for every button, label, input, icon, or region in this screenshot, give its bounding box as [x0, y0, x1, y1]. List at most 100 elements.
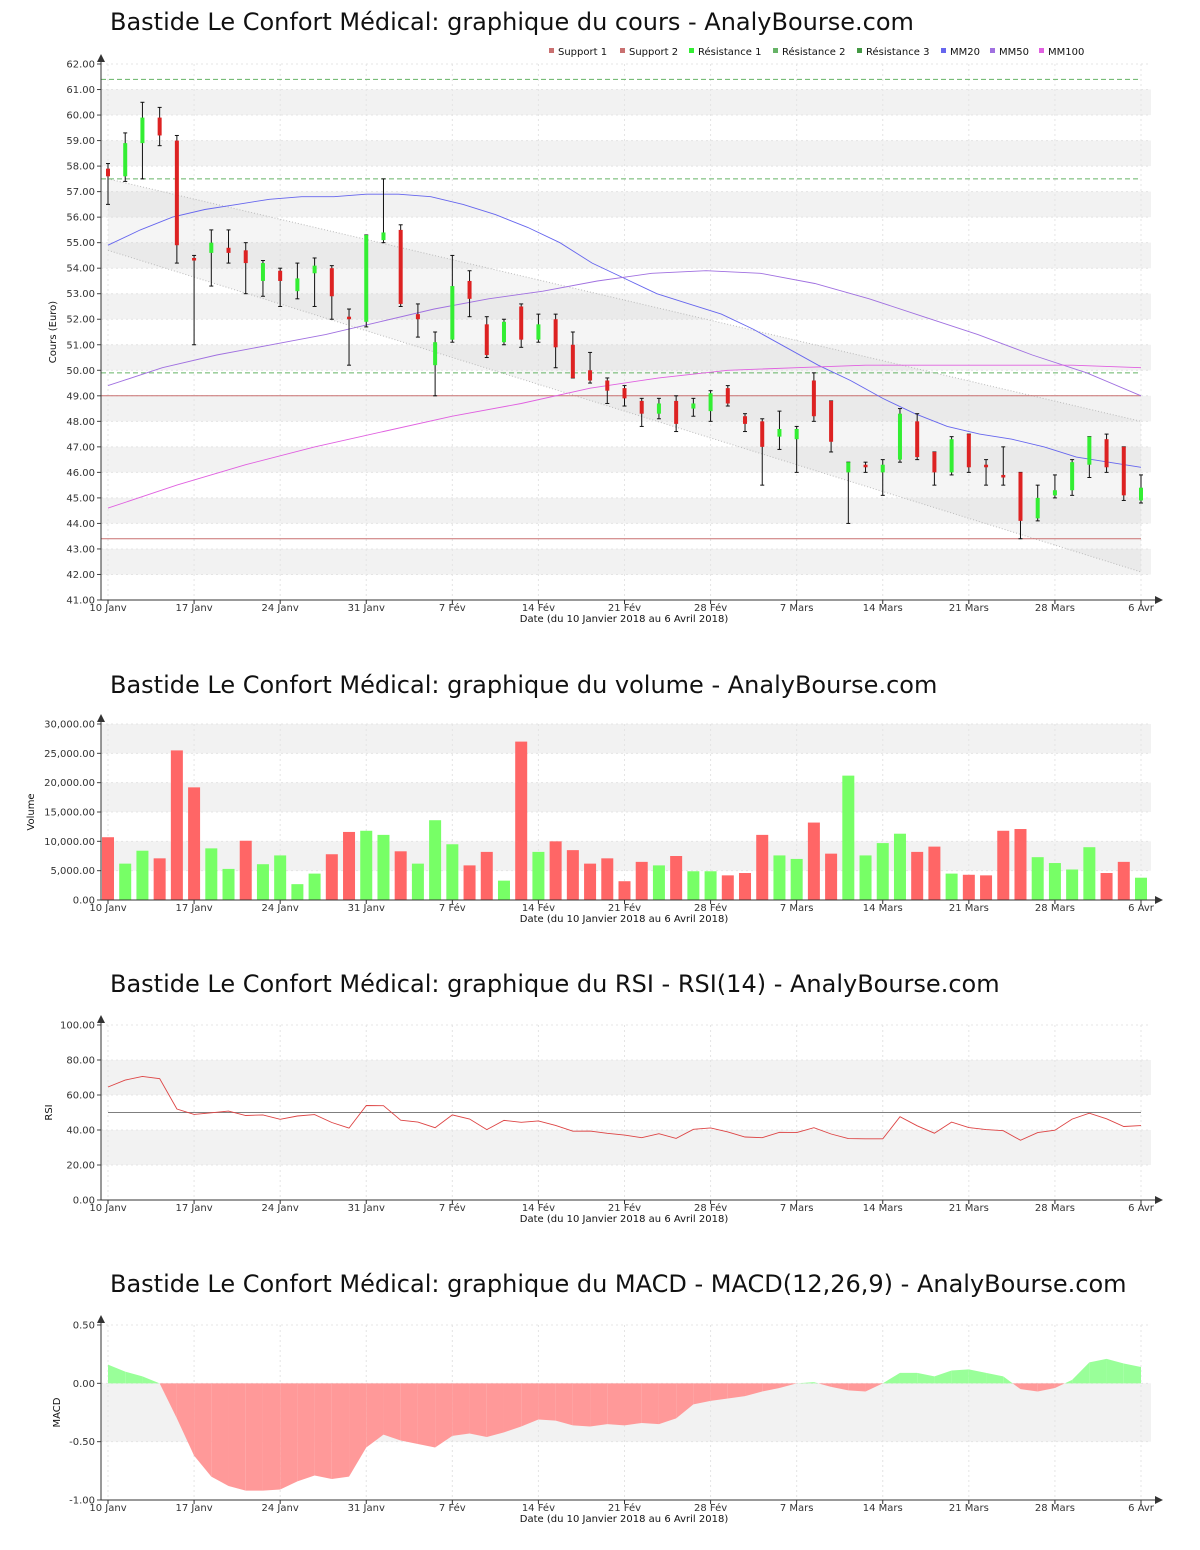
volume-bar: [945, 873, 958, 900]
grid-band: [101, 293, 1151, 320]
macd-area-segment: [1089, 1358, 1107, 1384]
grid-band: [101, 242, 1151, 269]
candle-body: [588, 370, 593, 381]
macd-area-segment: [917, 1372, 935, 1384]
macd-area-segment: [641, 1383, 659, 1425]
x-tick-label: 21 Fév: [608, 1202, 641, 1214]
volume-bar: [1083, 847, 1096, 900]
y-tick-label: 54.00: [66, 264, 95, 275]
macd-area-segment: [951, 1369, 969, 1384]
macd-area-segment: [383, 1383, 401, 1441]
y-tick-label: 20.00: [66, 1161, 95, 1172]
volume-bar: [566, 850, 579, 900]
y-tick-label: 52.00: [66, 315, 95, 326]
macd-area-segment: [194, 1383, 212, 1477]
grid-band: [101, 344, 1151, 371]
macd-area-segment: [986, 1372, 1004, 1384]
macd-area-segment: [818, 1383, 832, 1387]
macd-area-segment: [555, 1383, 573, 1426]
legend-swatch: [773, 48, 778, 53]
volume-bar: [687, 871, 700, 900]
macd-area-segment: [452, 1383, 470, 1436]
x-tick-label: 6 Avr: [1128, 903, 1155, 914]
volume-bar: [119, 863, 132, 900]
legend-swatch: [549, 48, 554, 53]
x-tick-label: 21 Fév: [608, 602, 641, 614]
macd-area-segment: [297, 1383, 315, 1482]
volume-bar: [188, 787, 201, 900]
x-tick-label: 14 Fév: [522, 1502, 555, 1514]
y-tick-label: 44.00: [66, 519, 95, 530]
y-tick-label: 20,000.00: [44, 778, 95, 789]
x-tick-label: 28 Mars: [1035, 1203, 1075, 1214]
grid-band: [101, 89, 1151, 116]
y-tick-label: 42.00: [66, 570, 95, 581]
macd-area-segment: [1003, 1376, 1013, 1384]
legend-label: Support 1: [558, 47, 607, 58]
candle-body: [691, 403, 696, 409]
y-tick-label: 58.00: [66, 162, 95, 173]
y-axis-label: Volume: [26, 793, 37, 830]
y-axis-arrow: [97, 54, 105, 62]
y-tick-label: 48.00: [66, 417, 95, 428]
volume-bar: [876, 843, 889, 900]
y-axis-arrow: [97, 1015, 105, 1023]
y-tick-label: 0.00: [73, 1196, 95, 1207]
x-axis-label: Date (du 10 Janvier 2018 au 6 Avril 2018…: [520, 914, 729, 925]
volume-bar: [893, 833, 906, 900]
volume-bar: [859, 855, 872, 900]
volume-bar: [480, 851, 493, 900]
candle-body: [312, 265, 317, 274]
candle-body: [329, 268, 334, 297]
volume-bar: [325, 854, 338, 900]
x-tick-label: 21 Mars: [949, 903, 989, 914]
x-tick-label: 28 Fév: [694, 602, 727, 614]
macd-area-segment: [349, 1383, 367, 1477]
candle-body: [295, 278, 300, 292]
macd-chart-title: Bastide Le Confort Médical: graphique du…: [110, 1270, 1127, 1298]
x-tick-label: 7 Mars: [780, 1503, 814, 1514]
x-tick-label: 28 Mars: [1035, 903, 1075, 914]
macd-area-segment: [831, 1383, 849, 1391]
candle-body: [415, 314, 420, 320]
grid-band: [101, 140, 1151, 167]
volume-bar: [411, 863, 424, 900]
y-tick-label: 15,000.00: [44, 808, 95, 819]
volume-bar: [980, 875, 993, 900]
volume-bar: [205, 848, 218, 900]
legend-label: Support 2: [629, 47, 678, 58]
candle-body: [226, 247, 231, 253]
x-axis-arrow: [1155, 1496, 1163, 1504]
candle-body: [123, 143, 128, 177]
volume-bar: [704, 871, 717, 900]
legend-swatch: [941, 48, 946, 53]
candle-body: [1121, 446, 1126, 496]
candle-body: [467, 280, 472, 299]
volume-bar: [549, 841, 562, 900]
candle-body: [829, 400, 834, 442]
x-tick-label: 14 Fév: [522, 602, 555, 614]
candle-body: [897, 413, 902, 460]
x-axis-label: Date (du 10 Janvier 2018 au 6 Avril 2018…: [520, 1514, 729, 1525]
x-axis-label: Date (du 10 Janvier 2018 au 6 Avril 2018…: [520, 1214, 729, 1225]
x-tick-label: 31 Janv: [348, 1203, 385, 1214]
candle-body: [501, 321, 506, 343]
candle-body: [450, 286, 455, 340]
volume-bar: [429, 820, 442, 900]
macd-area-segment: [211, 1383, 229, 1486]
candle-body: [536, 324, 541, 340]
x-tick-label: 7 Fév: [439, 1502, 466, 1514]
candle-body: [1104, 439, 1109, 468]
macd-area-segment: [228, 1383, 246, 1491]
volume-bar: [153, 858, 166, 900]
legend-label: Résistance 2: [782, 46, 845, 58]
macd-area-segment: [865, 1383, 883, 1392]
y-tick-label: 55.00: [66, 238, 95, 249]
candle-body: [966, 434, 971, 468]
x-tick-label: 7 Mars: [780, 903, 814, 914]
macd-area-segment: [176, 1383, 195, 1456]
macd-area-segment: [142, 1376, 160, 1384]
y-axis-label: Cours (Euro): [48, 301, 59, 364]
candle-body: [708, 393, 713, 412]
candle-body: [278, 270, 283, 281]
